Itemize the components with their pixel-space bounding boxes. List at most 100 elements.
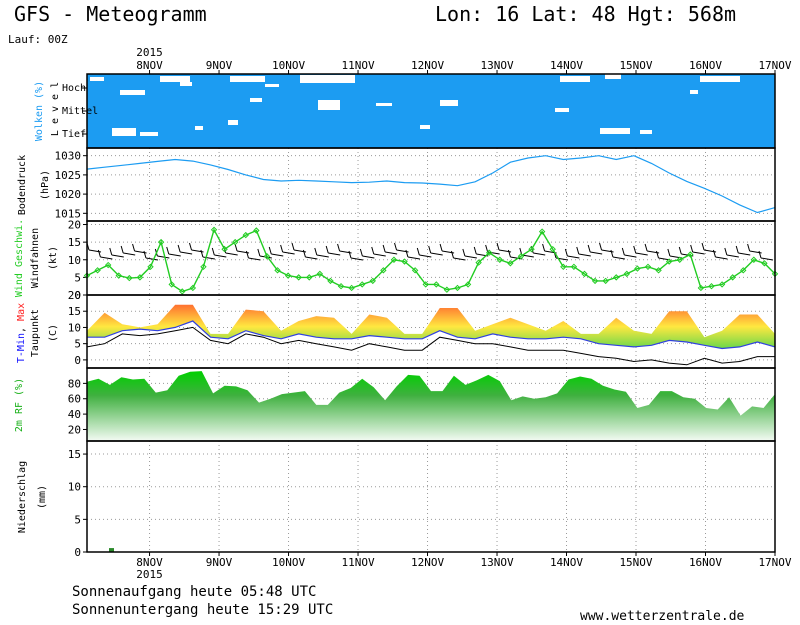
wind-barb-flag [724,247,728,256]
precip-ylabel: Niederschlag [17,461,28,533]
temp-ylabel: T-Min, Max [16,303,27,363]
wind-barb-flag [166,246,170,255]
cloud-gap [300,75,355,83]
wind-barb-flag [542,243,546,252]
cloud-gap [90,77,104,81]
wind-barb [111,254,124,258]
cloud-gap [600,128,630,134]
wind-point [157,238,165,246]
wind-barb [453,257,466,261]
wind-barb-flag [337,243,341,252]
wind-barb [168,253,181,257]
wind-barb [123,252,136,256]
wind-barb-flag [177,244,181,253]
model-run: Lauf: 00Z [8,33,68,46]
wind-barb-flag [735,245,739,254]
wind-point [581,270,588,278]
cloud-gap [228,120,238,125]
y-tick-label: 1030 [55,150,82,163]
wind-barb [738,252,751,256]
site-url: www.wetterzentrale.de [580,609,745,624]
wind-point [337,282,345,290]
wind-point [486,249,493,256]
wind-point [549,245,556,253]
wind-point [369,277,376,285]
wind-point [295,274,302,281]
wind-barb-flag [667,248,671,257]
pressure-ylabel: Bodendruck [17,155,28,215]
date-label-top: 16NOV [689,59,722,72]
cloud-background [87,74,775,148]
wind-barb-flag [132,243,136,252]
pressure-line [86,155,776,214]
wind-barb-flag [610,249,614,258]
wind-point [655,267,662,274]
wind-barb [419,254,432,258]
wind-barb-flag [747,243,751,252]
cloud-gap [195,126,203,130]
precip-bar [109,548,114,552]
wind-barb [271,253,284,257]
date-label-top: 8NOV [136,59,163,72]
cloud-gap [112,128,136,136]
wind-barb [464,255,477,259]
wind-point [358,281,366,288]
date-label-top: 11NOV [341,59,374,72]
wind-point [179,288,186,295]
wind-barb-flag [325,245,329,254]
wind-barb-flag [348,250,352,259]
wind-barb-flag [439,243,443,252]
date-label-bottom: 15NOV [619,556,652,569]
wind-point [761,260,768,267]
wind-point [750,256,758,263]
wind-point [528,245,535,253]
wind-barb-flag [382,244,386,253]
wind-point [104,261,112,269]
wind-barb-flag [143,250,147,259]
wind-unit: (kt) [48,246,59,270]
wind-barb [692,251,705,255]
wind-point [380,267,387,274]
y-tick-label: 20 [68,219,81,232]
wind-barb-flag [712,249,716,258]
wind-barb-flag [280,244,284,253]
wind-point [634,265,641,272]
wind-point [676,256,683,263]
wind-point [348,284,355,292]
cloud-gap [690,90,698,94]
date-label-bottom: 11NOV [341,556,374,569]
cloud-gap [376,103,392,106]
wind-barb [612,256,626,260]
wind-barb-flag [587,244,591,253]
date-label-bottom: 9NOV [206,556,233,569]
cloud-gap [140,132,158,136]
date-label-top: 10NOV [272,59,305,72]
wind-barb-flag [394,242,398,251]
wind-point [115,272,122,279]
wind-barb [362,255,375,259]
wind-point [740,267,747,274]
wind-barb-flag [462,248,466,257]
wind-barb-flag [245,250,249,259]
precip-unit: (mm) [37,485,48,509]
wind-point [602,277,609,285]
date-label-top: 13NOV [480,59,513,72]
wind-point [708,282,715,290]
date-label-top: 15NOV [619,59,652,72]
wind-barb-flag [644,243,648,252]
wind-barb-flag [701,242,705,251]
rh-ylabel: 2m RF (%) [14,378,25,432]
wind-point [253,227,260,234]
wind-point [126,274,133,282]
y-tick-label: 40 [68,408,81,421]
wind-barb [282,251,295,255]
pressure-unit: (hPa) [40,170,51,200]
cloud-gap [420,125,430,129]
cloud-level-label: L e v e l [50,82,61,136]
wind-barb-flag [200,249,204,258]
date-label-bottom: 13NOV [480,556,513,569]
temp-band [87,304,775,349]
y-tick-label: 5 [74,271,81,284]
date-label-top: 14NOV [550,59,583,72]
y-tick-label: 0 [74,289,81,302]
